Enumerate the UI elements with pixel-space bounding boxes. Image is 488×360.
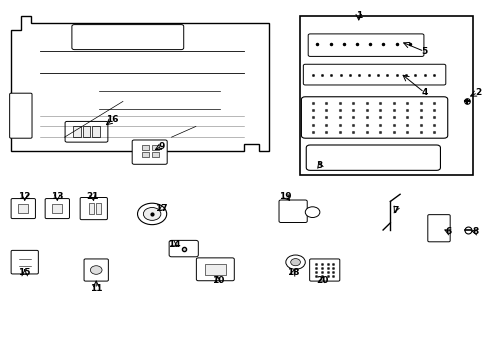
Bar xyxy=(89,203,94,214)
Text: 21: 21 xyxy=(86,192,99,201)
FancyBboxPatch shape xyxy=(169,240,198,257)
Bar xyxy=(52,204,62,213)
Text: 3: 3 xyxy=(316,161,323,170)
FancyBboxPatch shape xyxy=(301,97,447,138)
Text: 1: 1 xyxy=(355,11,361,20)
Text: 16: 16 xyxy=(106,116,118,125)
Text: 4: 4 xyxy=(420,88,427,97)
Text: 9: 9 xyxy=(158,141,164,150)
Bar xyxy=(19,204,28,213)
FancyBboxPatch shape xyxy=(305,145,440,170)
Bar xyxy=(300,16,472,175)
FancyBboxPatch shape xyxy=(427,215,449,242)
FancyBboxPatch shape xyxy=(11,250,38,274)
Text: 5: 5 xyxy=(421,47,427,56)
Text: 10: 10 xyxy=(211,275,224,284)
Bar xyxy=(204,264,225,275)
Polygon shape xyxy=(11,16,268,152)
Text: 17: 17 xyxy=(155,204,168,213)
FancyBboxPatch shape xyxy=(45,199,69,219)
Text: 13: 13 xyxy=(51,192,63,201)
Circle shape xyxy=(137,203,166,225)
FancyBboxPatch shape xyxy=(10,93,32,138)
Bar xyxy=(152,153,159,157)
FancyBboxPatch shape xyxy=(80,198,107,220)
Circle shape xyxy=(285,255,305,269)
Circle shape xyxy=(290,258,300,266)
Bar xyxy=(82,126,90,137)
FancyBboxPatch shape xyxy=(132,140,167,164)
Text: 19: 19 xyxy=(279,192,291,201)
Circle shape xyxy=(143,207,161,220)
FancyBboxPatch shape xyxy=(72,24,183,50)
FancyBboxPatch shape xyxy=(65,121,108,142)
Text: 7: 7 xyxy=(391,206,398,215)
Bar xyxy=(142,145,149,150)
Bar xyxy=(96,203,101,214)
Text: 11: 11 xyxy=(90,284,102,293)
FancyBboxPatch shape xyxy=(309,259,339,281)
Text: 12: 12 xyxy=(19,192,31,201)
FancyBboxPatch shape xyxy=(11,199,35,219)
Text: 18: 18 xyxy=(286,268,299,277)
FancyBboxPatch shape xyxy=(84,259,108,281)
Text: 14: 14 xyxy=(167,240,180,249)
Text: 20: 20 xyxy=(315,275,328,284)
Text: 6: 6 xyxy=(445,227,451,236)
Text: 2: 2 xyxy=(474,88,480,97)
Bar xyxy=(73,126,81,137)
Text: 8: 8 xyxy=(471,227,478,236)
FancyBboxPatch shape xyxy=(196,258,234,281)
Bar xyxy=(152,145,159,150)
FancyBboxPatch shape xyxy=(307,34,423,57)
FancyBboxPatch shape xyxy=(279,200,306,222)
Bar xyxy=(142,153,149,157)
Bar xyxy=(92,126,100,137)
Text: 15: 15 xyxy=(19,268,31,277)
FancyBboxPatch shape xyxy=(303,64,445,85)
Circle shape xyxy=(305,207,319,217)
Circle shape xyxy=(90,266,102,274)
